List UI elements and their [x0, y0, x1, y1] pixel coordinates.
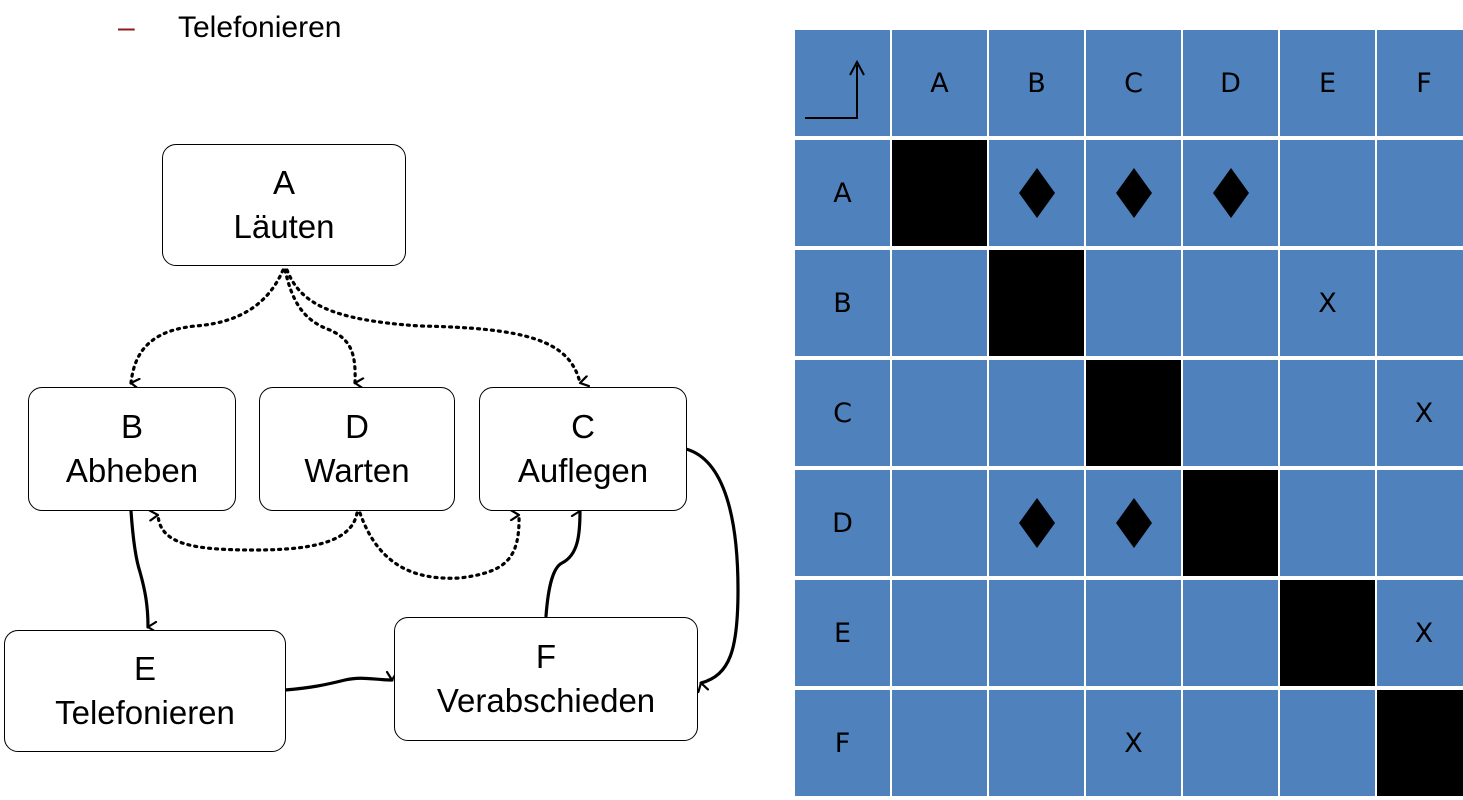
node-e-label: Telefonieren [55, 694, 235, 731]
node-b-label: Abheben [65, 452, 199, 489]
edge-a-d [283, 268, 355, 383]
matrix-cell [1280, 690, 1375, 796]
matrix-cell [892, 690, 987, 796]
matrix-cell [892, 250, 987, 356]
matrix-cell [1086, 470, 1181, 576]
matrix-cell [1183, 250, 1278, 356]
diagram-edges [129, 268, 740, 800]
matrix-cell [1086, 250, 1181, 356]
matrix-cell [989, 470, 1084, 576]
matrix-cell [892, 360, 987, 466]
matrix-cell-mark: X [1318, 287, 1337, 319]
matrix-row-header: C [795, 360, 890, 466]
matrix-diagonal-cell [1280, 580, 1375, 686]
corner-arrow-icon [805, 59, 865, 119]
matrix-cell [989, 360, 1084, 466]
matrix-column-header: C [1086, 30, 1181, 136]
edge-c-f [684, 447, 740, 683]
bullet-item: – Telefonieren [118, 8, 341, 48]
matrix-cell-mark: X [1124, 727, 1143, 759]
matrix-cell [1377, 250, 1463, 356]
edge-e-f [283, 678, 392, 692]
matrix-cell [1280, 360, 1375, 466]
matrix-cell [892, 580, 987, 686]
edge-a-b [129, 268, 285, 383]
matrix-cell [989, 140, 1084, 246]
diamond-icon [1115, 498, 1152, 548]
matrix-corner [795, 30, 890, 136]
node-c-label: Auflegen [517, 452, 649, 489]
matrix-column-header: B [989, 30, 1084, 136]
matrix-column-header: E [1280, 30, 1375, 136]
matrix-cell [1183, 140, 1278, 246]
matrix-cell [989, 690, 1084, 796]
matrix-cell [1183, 360, 1278, 466]
matrix-row-header: D [795, 470, 890, 576]
diamond-icon [1212, 168, 1249, 218]
edge-d-c [358, 513, 521, 580]
matrix-row-header: B [795, 250, 890, 356]
matrix-row-header: F [795, 690, 890, 796]
matrix-cell [1183, 690, 1278, 796]
node-d: D Warten [259, 387, 455, 511]
matrix-cell: X [1377, 580, 1463, 686]
matrix-cell [989, 580, 1084, 686]
node-f-label: Verabschieden [436, 682, 656, 719]
node-f: F Verabschieden [394, 617, 698, 741]
matrix-row-header: A [795, 140, 890, 246]
node-c: C Auflegen [479, 387, 687, 511]
matrix-column-header: A [892, 30, 987, 136]
node-e: E Telefonieren [4, 630, 286, 752]
edge-d-b [158, 513, 359, 552]
bullet-marker: – [118, 11, 135, 44]
matrix-diagonal-cell [892, 140, 987, 246]
edge-a-c [285, 268, 580, 383]
matrix-cell [1086, 140, 1181, 246]
matrix-cell-mark: X [1414, 397, 1434, 429]
matrix-cell [1377, 140, 1463, 246]
matrix-cell [892, 470, 987, 576]
diamond-icon [1115, 168, 1152, 218]
diamond-icon [1018, 168, 1055, 218]
node-c-id: C [571, 408, 595, 445]
node-b-id: B [120, 408, 143, 445]
matrix-cell: X [1377, 360, 1463, 466]
node-b: B Abheben [28, 387, 236, 511]
node-d-id: D [345, 408, 369, 445]
matrix-diagonal-cell [989, 250, 1084, 356]
matrix-column-header: D [1183, 30, 1278, 136]
matrix-cell [1280, 470, 1375, 576]
node-a: A Läuten [162, 144, 406, 266]
matrix-diagonal-cell [1183, 470, 1278, 576]
matrix-cell [1377, 470, 1463, 576]
node-a-id: A [272, 164, 295, 201]
diamond-icon [1018, 498, 1055, 548]
matrix-diagonal-cell [1086, 360, 1181, 466]
edge-b-e [129, 509, 148, 627]
matrix-diagonal-cell [1377, 690, 1463, 796]
matrix-cell [1086, 580, 1181, 686]
matrix-cell-mark: X [1414, 617, 1434, 649]
node-a-label: Läuten [233, 208, 335, 245]
dependency-diagram: A Läuten B Abheben D Warten C Auflegen E… [4, 144, 740, 800]
node-f-id: F [535, 638, 557, 675]
node-e-id: E [133, 650, 156, 687]
matrix-cell: X [1086, 690, 1181, 796]
matrix-row-header: E [795, 580, 890, 686]
edge-f-c [544, 511, 582, 618]
node-d-label: Warten [304, 452, 410, 489]
bullet-text: Telefonieren [178, 11, 342, 44]
matrix-cell: X [1280, 250, 1375, 356]
matrix-cell [1183, 580, 1278, 686]
matrix-cell [1280, 140, 1375, 246]
matrix-column-header: F [1377, 30, 1463, 136]
